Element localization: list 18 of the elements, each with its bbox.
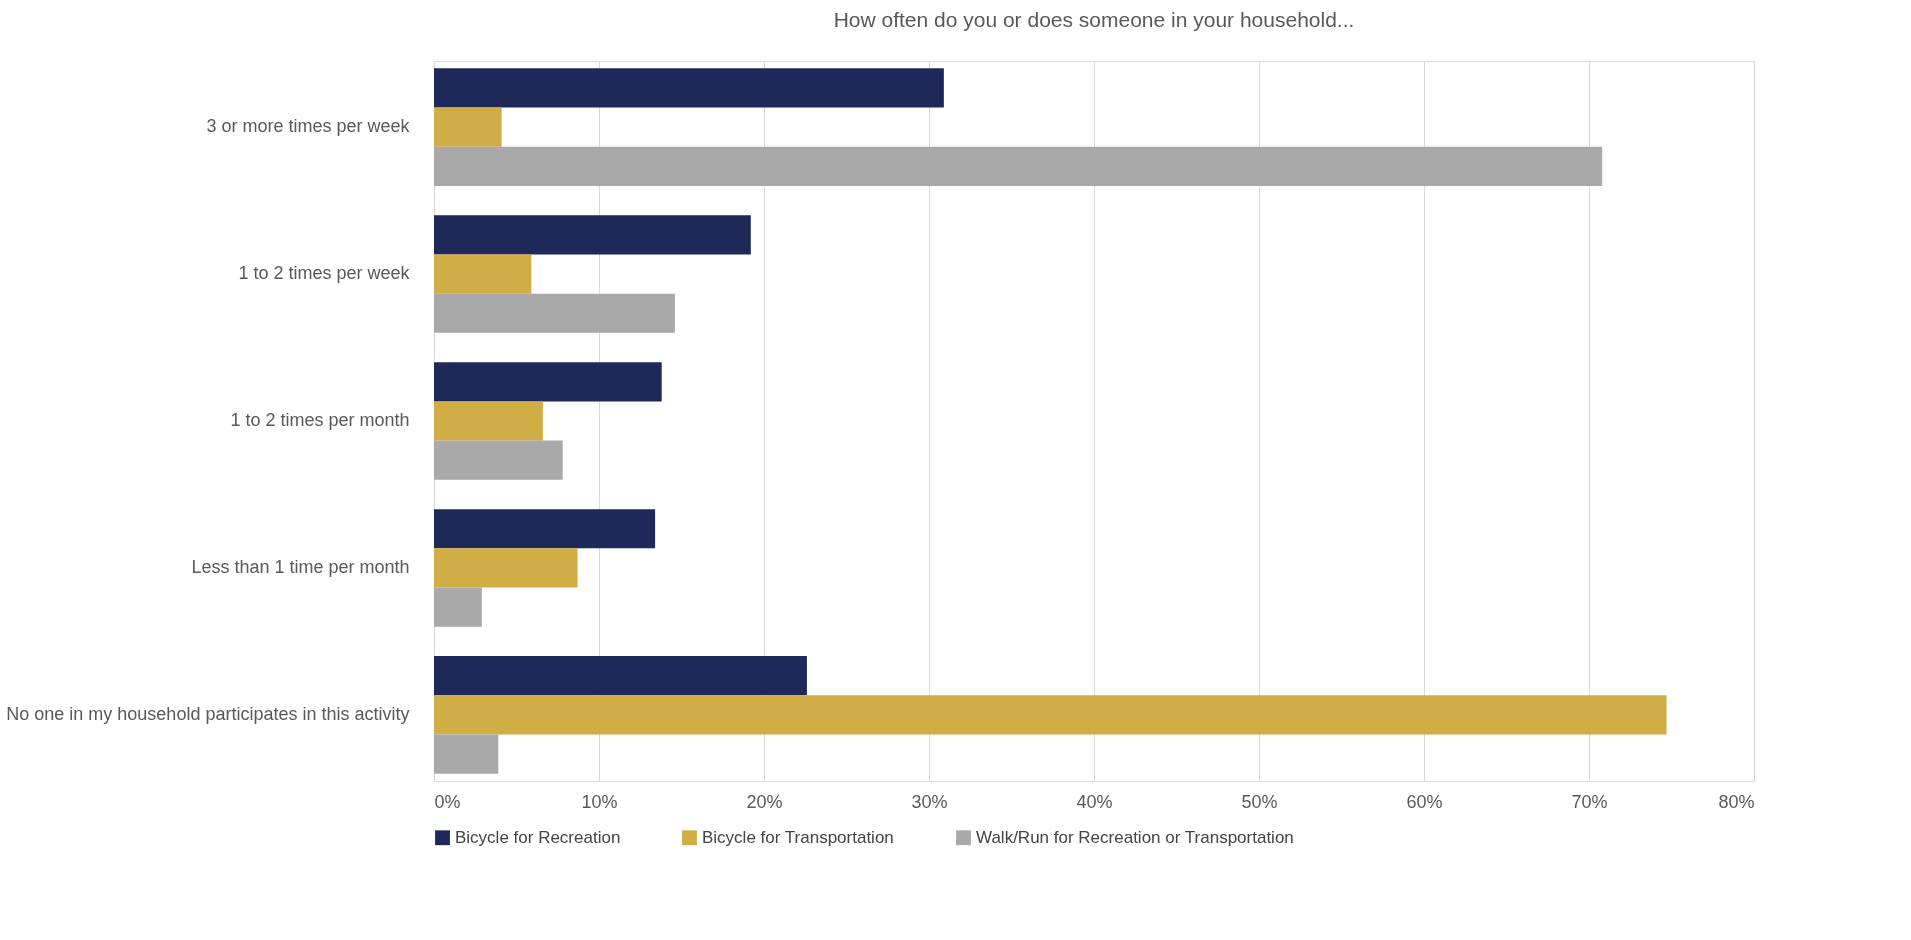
y-tick-label: 1 to 2 times per month — [230, 410, 410, 430]
x-tick-label: 40% — [1076, 791, 1113, 812]
x-tick-label: 0% — [434, 791, 461, 812]
legend-label: Bicycle for Transportation — [702, 827, 894, 847]
chart-title: How often do you or does someone in your household... — [833, 8, 1355, 31]
y-tick-label: 1 to 2 times per week — [238, 263, 411, 284]
x-tick-label: 60% — [1406, 791, 1443, 812]
y-tick-label: Less than 1 time per month — [191, 556, 410, 577]
x-tick-label: 50% — [1241, 791, 1278, 812]
x-tick-label: 30% — [911, 791, 948, 812]
y-tick-label: 3 or more times per week — [206, 116, 411, 137]
x-tick-label: 10% — [581, 791, 618, 812]
x-tick-label: 80% — [1718, 791, 1755, 812]
legend-label: Bicycle for Recreation — [455, 827, 621, 847]
y-tick-label: No one in my household participates in this activity — [6, 703, 410, 724]
x-tick-label: 70% — [1571, 791, 1608, 812]
x-tick-label: 20% — [746, 791, 783, 812]
legend-label: Walk/Run for Recreation or Transportation — [976, 827, 1294, 847]
